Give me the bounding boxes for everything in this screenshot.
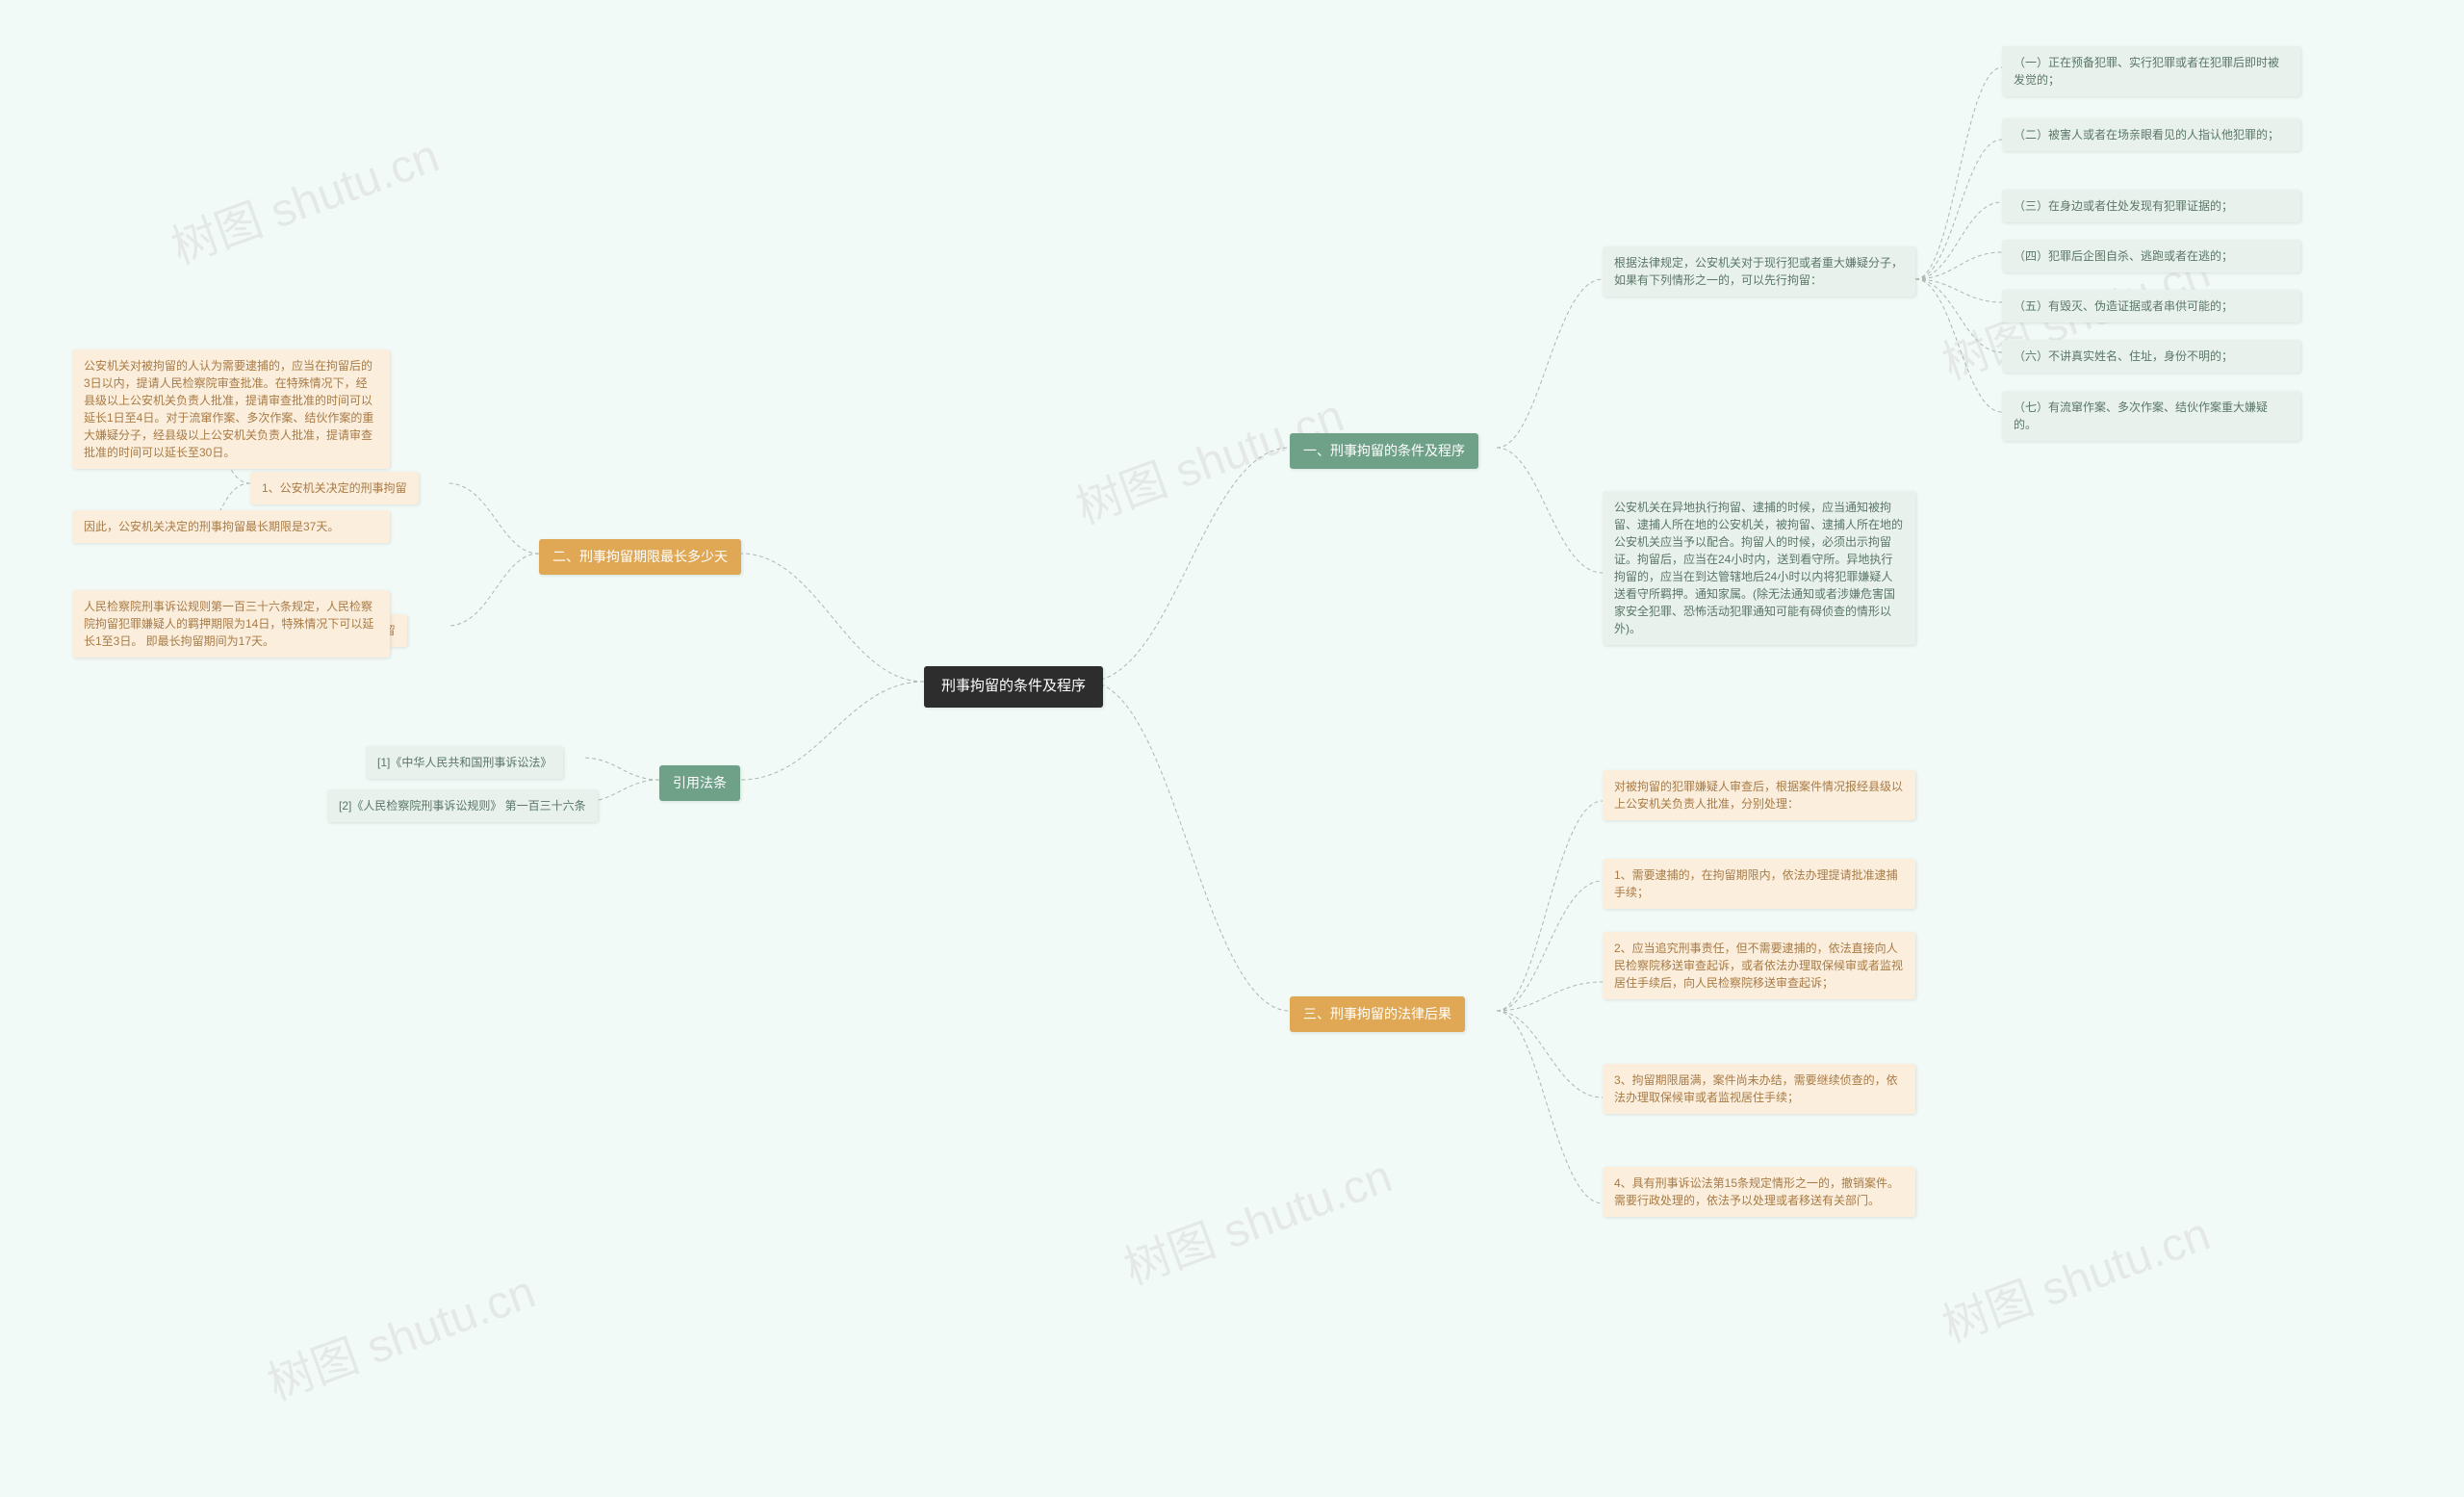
- watermark: 树图 shutu.cn: [161, 117, 447, 276]
- branch-2: 二、刑事拘留期限最长多少天: [539, 539, 741, 575]
- b2-sub1-c2: 因此，公安机关决定的刑事拘留最长期限是37天。: [72, 510, 390, 543]
- b3-intro: 对被拘留的犯罪嫌疑人审查后，根据案件情况报经县级以上公安机关负责人批准，分别处理…: [1603, 770, 1915, 820]
- b1-c4: （四）犯罪后企图自杀、逃跑或者在逃的；: [2002, 240, 2300, 272]
- b1-c2: （二）被害人或者在场亲眼看见的人指认他犯罪的；: [2002, 118, 2300, 151]
- b1-c7: （七）有流窜作案、多次作案、结伙作案重大嫌疑的。: [2002, 391, 2300, 441]
- b1-intro: 根据法律规定，公安机关对于现行犯或者重大嫌疑分子，如果有下列情形之一的，可以先行…: [1603, 246, 1915, 297]
- b1-c3: （三）在身边或者住处发现有犯罪证据的；: [2002, 190, 2300, 222]
- cite-c1: [1]《中华人民共和国刑事诉讼法》: [366, 746, 563, 779]
- b1-c5: （五）有毁灭、伪造证据或者串供可能的；: [2002, 290, 2300, 323]
- b2-sub2-c1: 人民检察院刑事诉讼规则第一百三十六条规定，人民检察院拘留犯罪嫌疑人的羁押期限为1…: [72, 590, 390, 658]
- b3-p4: 4、具有刑事诉讼法第15条规定情形之一的，撤销案件。需要行政处理的，依法予以处理…: [1603, 1167, 1915, 1217]
- b3-p3: 3、拘留期限届满，案件尚未办结，需要继续侦查的，依法办理取保候审或者监视居住手续…: [1603, 1064, 1915, 1114]
- b1-c6: （六）不讲真实姓名、住址，身份不明的；: [2002, 340, 2300, 373]
- root-node: 刑事拘留的条件及程序: [924, 666, 1103, 708]
- cite-c2: [2]《人民检察院刑事诉讼规则》 第一百三十六条: [327, 789, 598, 822]
- b1-c1: （一）正在预备犯罪、实行犯罪或者在犯罪后即时被发觉的；: [2002, 46, 2300, 96]
- watermark: 树图 shutu.cn: [1114, 1138, 1399, 1297]
- b3-p1: 1、需要逮捕的，在拘留期限内，依法办理提请批准逮捕手续；: [1603, 859, 1915, 909]
- watermark: 树图 shutu.cn: [257, 1253, 543, 1412]
- branch-cite: 引用法条: [659, 765, 740, 801]
- watermark: 树图 shutu.cn: [1932, 1196, 2218, 1355]
- b1-para2: 公安机关在异地执行拘留、逮捕的时候，应当通知被拘留、逮捕人所在地的公安机关，被拘…: [1603, 491, 1915, 645]
- b3-p2: 2、应当追究刑事责任，但不需要逮捕的，依法直接向人民检察院移送审查起诉，或者依法…: [1603, 932, 1915, 999]
- branch-1: 一、刑事拘留的条件及程序: [1290, 433, 1478, 469]
- b2-sub1: 1、公安机关决定的刑事拘留: [250, 472, 419, 504]
- b2-sub1-c1: 公安机关对被拘留的人认为需要逮捕的，应当在拘留后的3日以内，提请人民检察院审查批…: [72, 349, 390, 469]
- branch-3: 三、刑事拘留的法律后果: [1290, 996, 1465, 1032]
